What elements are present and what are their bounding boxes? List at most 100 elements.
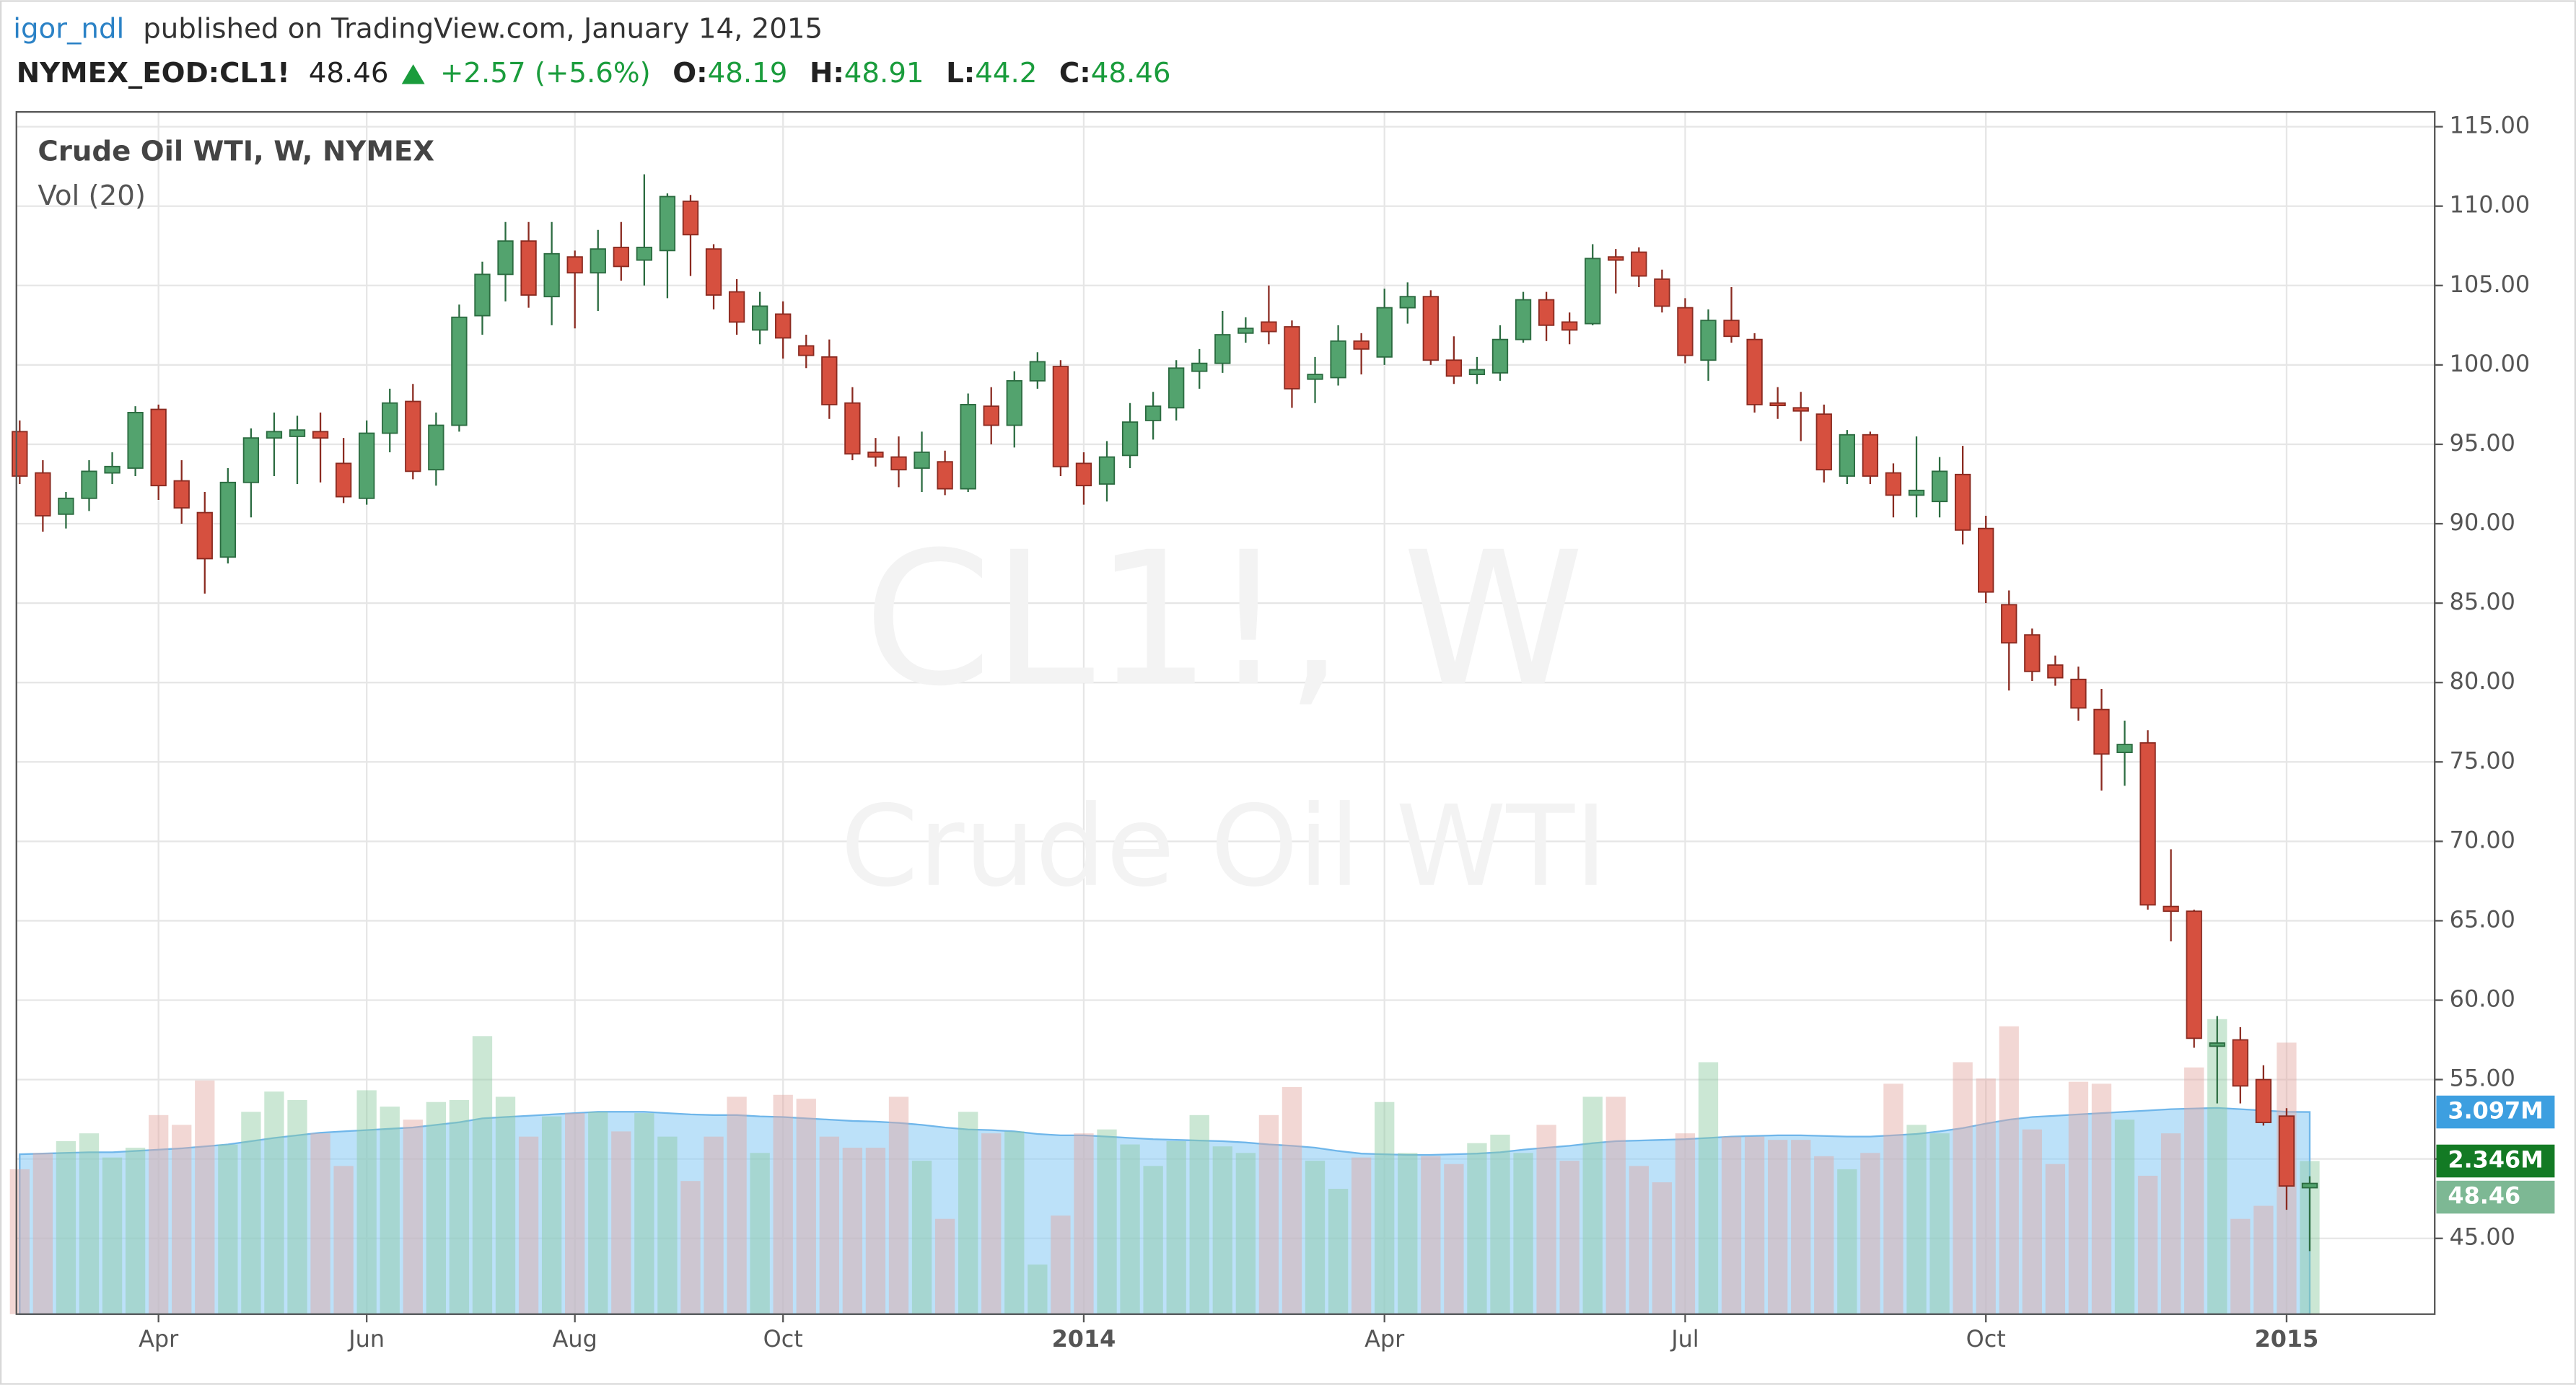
axis-value-box	[2436, 1180, 2555, 1214]
candle-body	[2232, 1039, 2248, 1087]
y-tick-label: 65.00	[2450, 905, 2515, 933]
ohlc-value: 48.19	[708, 56, 788, 89]
volume-pane	[9, 1019, 2320, 1315]
candle-body	[1121, 421, 1139, 457]
axes: 45.0050.0055.0060.0065.0070.0075.0080.00…	[139, 112, 2555, 1353]
candle-body	[1307, 374, 1323, 380]
x-tick-label: Oct	[1966, 1325, 2006, 1353]
x-tick-label: Aug	[553, 1325, 597, 1353]
candle-body	[798, 345, 815, 356]
candle-body	[937, 461, 953, 490]
volume-bar	[1258, 1114, 1279, 1314]
ohlc-label: C:	[1059, 56, 1091, 89]
volume-bar	[1212, 1146, 1232, 1314]
candle-body	[751, 305, 768, 331]
y-tick-label: 55.00	[2450, 1065, 2515, 1092]
candle-body	[520, 240, 537, 296]
candle-body	[1168, 367, 1185, 409]
candle-body	[775, 313, 792, 339]
author[interactable]: igor_ndl	[13, 12, 124, 45]
volume-bar	[1605, 1096, 1626, 1314]
volume-bar	[287, 1099, 307, 1314]
ohlc-value: 44.2	[975, 56, 1037, 89]
volume-bar	[1421, 1156, 1441, 1314]
last-price: 48.46	[309, 56, 389, 89]
candle-body	[1075, 462, 1092, 487]
volume-bar	[79, 1133, 100, 1314]
volume-bar	[2184, 1067, 2204, 1314]
volume-bar	[56, 1140, 76, 1314]
candles	[12, 174, 2318, 1252]
pane-border	[15, 111, 2436, 1315]
candle-body	[1585, 258, 1601, 325]
candle-body	[266, 431, 283, 439]
candle-body	[1214, 334, 1231, 364]
candle-body	[914, 452, 930, 469]
volume-bar	[1536, 1125, 1556, 1314]
volume-bar	[1559, 1161, 1580, 1314]
candle-body	[35, 472, 51, 516]
volume-bar	[102, 1157, 123, 1314]
candle-body	[312, 431, 329, 439]
up-arrow	[401, 64, 425, 84]
volume-bar	[495, 1096, 516, 1314]
candle-body	[1746, 338, 1763, 405]
volume-bar	[611, 1131, 631, 1314]
candle-body	[1792, 407, 1809, 412]
candle-body	[2301, 1182, 2318, 1189]
volume-bar	[588, 1112, 608, 1314]
volume-bar	[1768, 1140, 1788, 1314]
candle-body	[682, 201, 699, 236]
symbol: NYMEX_EOD:CL1!	[17, 56, 290, 89]
candle-body	[1468, 369, 1486, 375]
volume-bar	[218, 1144, 238, 1314]
volume-bar	[1398, 1153, 1418, 1314]
volume-bar	[1051, 1215, 1071, 1314]
y-tick-label: 85.00	[2450, 588, 2515, 615]
candle-body	[497, 240, 514, 276]
candle-body	[890, 456, 907, 471]
volume-bar	[1999, 1026, 2019, 1314]
volume-bar	[32, 1153, 53, 1314]
candle-body	[1029, 361, 1046, 382]
volume-bar	[195, 1080, 215, 1314]
candle-body	[451, 316, 468, 426]
y-tick-label: 115.00	[2450, 112, 2530, 139]
y-tick-label: 45.00	[2450, 1223, 2515, 1251]
candle-body	[1538, 299, 1555, 326]
volume-bar	[1444, 1164, 1464, 1314]
volume-bar	[2022, 1129, 2042, 1314]
volume-bar	[1906, 1125, 1927, 1314]
candle-body	[405, 400, 421, 472]
volume-bar	[1097, 1129, 1117, 1314]
volume-bar	[1028, 1265, 1048, 1314]
candle-body	[81, 470, 97, 499]
volume-bar	[2114, 1120, 2135, 1314]
candle-body	[1631, 251, 1647, 277]
pane-background	[16, 112, 2435, 1314]
axis-value-label: 48.46	[2448, 1182, 2520, 1210]
candle-body	[2070, 678, 2087, 709]
x-tick-label: 2014	[1052, 1325, 1116, 1353]
volume-bar	[1675, 1133, 1696, 1314]
candle-body	[983, 405, 999, 426]
volume-bar	[149, 1114, 169, 1314]
published: published on TradingView.com, January 14…	[143, 12, 823, 45]
volume-bar	[1652, 1182, 1673, 1314]
volume-bar	[1721, 1136, 1742, 1314]
volume-bar	[1305, 1161, 1326, 1314]
candle-body	[2278, 1115, 2295, 1187]
volume-bar	[750, 1153, 770, 1314]
candle-body	[960, 403, 976, 490]
candle-body	[1561, 321, 1578, 331]
ohlc-label: H:	[810, 56, 844, 89]
x-tick-label: Jul	[1670, 1325, 1699, 1353]
candle-body	[1862, 434, 1879, 477]
candle-body	[821, 356, 838, 405]
volume-bar	[1860, 1153, 1880, 1314]
axis-value-box	[2436, 1144, 2555, 1178]
candle-body	[613, 247, 629, 268]
volume-bar	[911, 1161, 932, 1314]
volume-bar	[125, 1148, 146, 1314]
